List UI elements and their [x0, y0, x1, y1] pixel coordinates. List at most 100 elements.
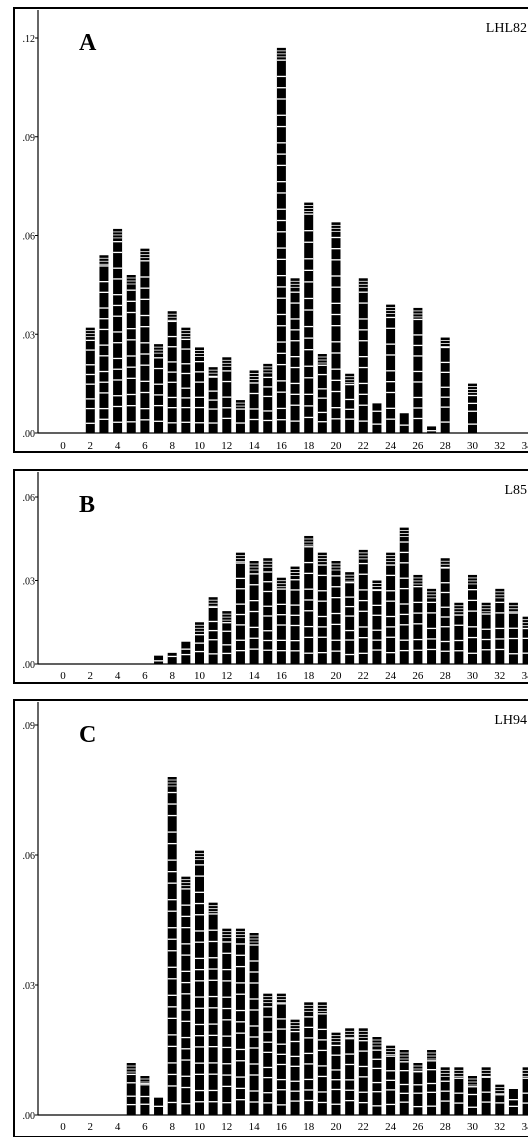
x-tick-label: 20 — [331, 670, 343, 682]
x-tick-label: 16 — [276, 670, 288, 682]
x-tick-label: 14 — [249, 1121, 261, 1133]
bar — [386, 304, 396, 433]
bar — [454, 602, 464, 664]
bar — [195, 850, 204, 1115]
x-tick-label: 12 — [221, 670, 232, 682]
bar — [249, 370, 259, 433]
bar — [386, 552, 396, 664]
x-tick-label: 28 — [440, 1121, 452, 1133]
bar — [508, 1089, 518, 1115]
x-tick-label: 18 — [303, 670, 315, 682]
x-tick-label: 26 — [412, 440, 424, 452]
x-tick-label: 32 — [494, 1121, 505, 1133]
y-tick-label: .03 — [23, 981, 36, 992]
x-tick-label: 30 — [467, 1121, 479, 1133]
bar — [113, 228, 123, 433]
bar — [331, 222, 341, 433]
panel-frame — [13, 7, 528, 453]
bar — [222, 611, 232, 664]
bar — [372, 403, 382, 433]
x-tick-label: 14 — [249, 670, 261, 682]
panel-b: .00.03.060246810121416182022242628303234… — [13, 469, 528, 684]
x-tick-label: 6 — [142, 1121, 148, 1133]
x-tick-label: 10 — [194, 440, 206, 452]
y-tick-label: .03 — [23, 577, 36, 588]
bar — [263, 993, 273, 1115]
x-tick-label: 26 — [412, 1121, 424, 1133]
bar — [222, 928, 232, 1115]
bar — [399, 413, 409, 433]
bar — [399, 527, 409, 664]
bar — [276, 47, 286, 433]
x-tick-label: 28 — [440, 440, 452, 452]
bar — [427, 588, 437, 664]
y-tick-label: .12 — [23, 34, 36, 45]
bar — [304, 202, 314, 433]
x-tick-label: 22 — [358, 440, 369, 452]
bar — [181, 876, 191, 1115]
bar — [276, 577, 286, 664]
x-tick-label: 20 — [331, 440, 343, 452]
panel-c: .00.03.06.090 2 4 6 8 10 12 14 16 18 20 22 24 26 28 30 3… — [13, 699, 528, 1137]
bar — [345, 572, 355, 664]
x-tick-label: 20 — [331, 1121, 343, 1133]
bar — [317, 552, 327, 664]
bar — [481, 602, 491, 664]
x-tick-label: 18 — [303, 440, 315, 452]
x-tick-label: 24 — [385, 1121, 397, 1133]
panel-a: .00.03.06.09.120 2 4 6 8 10 12 14 16 18 20 22 24 26 28… — [13, 7, 528, 453]
x-tick-label: 34 — [522, 670, 528, 682]
bar — [126, 1063, 136, 1115]
bar — [263, 558, 273, 664]
x-tick-label: 34 — [522, 440, 528, 452]
panel-letter: B — [79, 492, 95, 518]
bar — [317, 354, 327, 433]
y-tick-label: .06 — [23, 232, 36, 243]
x-tick-label: 2 — [88, 670, 94, 682]
x-tick-label: 10 — [194, 1121, 206, 1133]
x-tick-label: 2 — [88, 1121, 94, 1133]
bar — [468, 574, 477, 664]
sample-label: LH94 — [494, 713, 527, 728]
bar — [440, 337, 450, 433]
x-tick-label: 4 — [115, 440, 121, 452]
x-tick-label: 22 — [358, 1121, 369, 1133]
panel-frame — [13, 699, 528, 1137]
y-tick-label: .09 — [23, 721, 36, 732]
bar — [317, 1002, 327, 1115]
bar — [304, 1002, 314, 1115]
bar — [508, 602, 518, 664]
x-tick-label: 8 — [169, 1121, 175, 1133]
x-tick-label: 16 — [276, 440, 288, 452]
bar — [290, 1019, 300, 1115]
x-tick-label: 4 — [115, 1121, 121, 1133]
bar — [427, 1050, 437, 1115]
x-tick-label: 32 — [494, 440, 505, 452]
x-tick-label: 24 — [385, 440, 397, 452]
x-tick-label: 22 — [358, 670, 369, 682]
bar — [154, 344, 164, 433]
bar — [290, 278, 300, 433]
sample-label: L85 — [504, 483, 527, 498]
bar — [331, 1032, 341, 1115]
bar — [126, 275, 136, 433]
bar — [85, 327, 95, 433]
bar — [99, 255, 109, 433]
x-tick-label: 0 — [60, 1121, 66, 1133]
sample-label: LHL82 — [486, 21, 527, 36]
bar — [249, 933, 259, 1115]
x-tick-label: 12 — [221, 1121, 232, 1133]
bar — [522, 616, 528, 664]
bar — [181, 641, 191, 664]
bar — [522, 1067, 528, 1115]
y-tick-label: .09 — [23, 133, 36, 144]
x-tick-label: 26 — [412, 670, 424, 682]
bar — [358, 1028, 368, 1115]
bar — [235, 552, 245, 664]
bar — [468, 1076, 477, 1115]
bar — [372, 580, 382, 664]
bar — [413, 1063, 423, 1115]
bar — [495, 1084, 505, 1115]
x-tick-label: 28 — [440, 670, 452, 682]
